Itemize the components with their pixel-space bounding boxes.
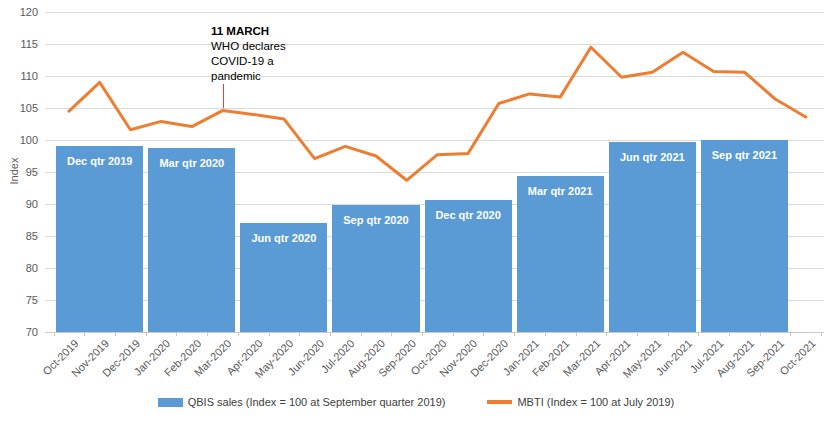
legend-item-mbti: MBTI (Index = 100 at July 2019) (487, 396, 674, 408)
x-axis-line (45, 332, 824, 333)
x-axis-tick-mark (330, 332, 331, 336)
x-axis-tick-mark (637, 332, 638, 336)
x-axis-tick-mark (299, 332, 300, 336)
x-axis-tick-mark (729, 332, 730, 336)
y-axis-tick-label: 110 (0, 70, 38, 83)
y-axis-tick-label: 100 (0, 134, 38, 147)
x-axis-tick-mark (84, 332, 85, 336)
x-axis-tick-mark (545, 332, 546, 336)
x-axis-tick-mark (391, 332, 392, 336)
bar-dec-qtr-2020: Dec qtr 2020 (425, 200, 512, 332)
annotation-line-3: pandemic (211, 69, 286, 84)
y-axis-tick-label: 105 (0, 102, 38, 115)
legend: QBIS sales (Index = 100 at September qua… (0, 396, 832, 408)
y-axis-tick-label: 85 (0, 230, 38, 243)
gridline (45, 12, 824, 13)
x-axis-tick-mark (146, 332, 147, 336)
bar-label: Mar qtr 2020 (148, 148, 235, 169)
gridline (45, 44, 824, 45)
x-axis-tick-mark (606, 332, 607, 336)
bar-label: Jun qtr 2020 (240, 223, 327, 244)
bar-label: Dec qtr 2020 (425, 200, 512, 221)
y-axis-tick-label: 70 (0, 326, 38, 339)
x-axis-tick-mark (790, 332, 791, 336)
annotation-line-1: WHO declares (211, 39, 286, 54)
x-axis-tick-mark (238, 332, 239, 336)
bar-dec-qtr-2019: Dec qtr 2019 (56, 146, 143, 332)
x-axis-tick-mark (115, 332, 116, 336)
annotation-pointer-line (223, 84, 225, 108)
y-axis-tick-label: 80 (0, 262, 38, 275)
annotation-pandemic: 11 MARCH WHO declares COVID-19 a pandemi… (211, 24, 286, 84)
bar-mar-qtr-2021: Mar qtr 2021 (517, 176, 604, 332)
bar-jun-qtr-2021: Jun qtr 2021 (609, 142, 696, 332)
x-axis-tick-mark (698, 332, 699, 336)
bar-sep-qtr-2020: Sep qtr 2020 (332, 205, 419, 332)
x-axis-tick-mark (514, 332, 515, 336)
x-axis-tick-mark (576, 332, 577, 336)
x-axis-tick-mark (207, 332, 208, 336)
bar-label: Sep qtr 2021 (701, 140, 788, 161)
annotation-title: 11 MARCH (211, 24, 286, 39)
y-axis-tick-label: 90 (0, 198, 38, 211)
y-axis-tick-label: 120 (0, 6, 38, 19)
bar-sep-qtr-2021: Sep qtr 2021 (701, 140, 788, 332)
legend-label-qbis: QBIS sales (Index = 100 at September qua… (188, 396, 446, 408)
y-axis-tick-label: 75 (0, 294, 38, 307)
x-axis-tick-mark (269, 332, 270, 336)
mbti-line-swatch-icon (487, 400, 512, 404)
x-axis-tick-mark (483, 332, 484, 336)
bar-label: Sep qtr 2020 (332, 205, 419, 226)
x-axis-tick-mark (422, 332, 423, 336)
gridline (45, 108, 824, 109)
y-axis-tick-label: 95 (0, 166, 38, 179)
legend-label-mbti: MBTI (Index = 100 at July 2019) (517, 396, 674, 408)
x-axis-tick-mark (668, 332, 669, 336)
bar-label: Mar qtr 2021 (517, 176, 604, 197)
y-axis-tick-label: 115 (0, 38, 38, 51)
x-axis-tick-mark (453, 332, 454, 336)
qbis-mbti-combo-chart: Index 707580859095100105110115120 Oct-20… (0, 0, 832, 421)
annotation-line-2: COVID-19 a (211, 54, 286, 69)
bar-mar-qtr-2020: Mar qtr 2020 (148, 148, 235, 332)
legend-item-qbis: QBIS sales (Index = 100 at September qua… (158, 396, 446, 408)
bar-jun-qtr-2020: Jun qtr 2020 (240, 223, 327, 332)
x-axis-tick-mark (361, 332, 362, 336)
x-axis-tick-mark (821, 332, 822, 336)
qbis-bar-swatch-icon (158, 398, 183, 407)
gridline (45, 76, 824, 77)
x-axis-tick-mark (760, 332, 761, 336)
x-axis-tick-mark (54, 332, 55, 336)
bar-label: Dec qtr 2019 (56, 146, 143, 167)
x-axis-tick-mark (176, 332, 177, 336)
bar-label: Jun qtr 2021 (609, 142, 696, 163)
